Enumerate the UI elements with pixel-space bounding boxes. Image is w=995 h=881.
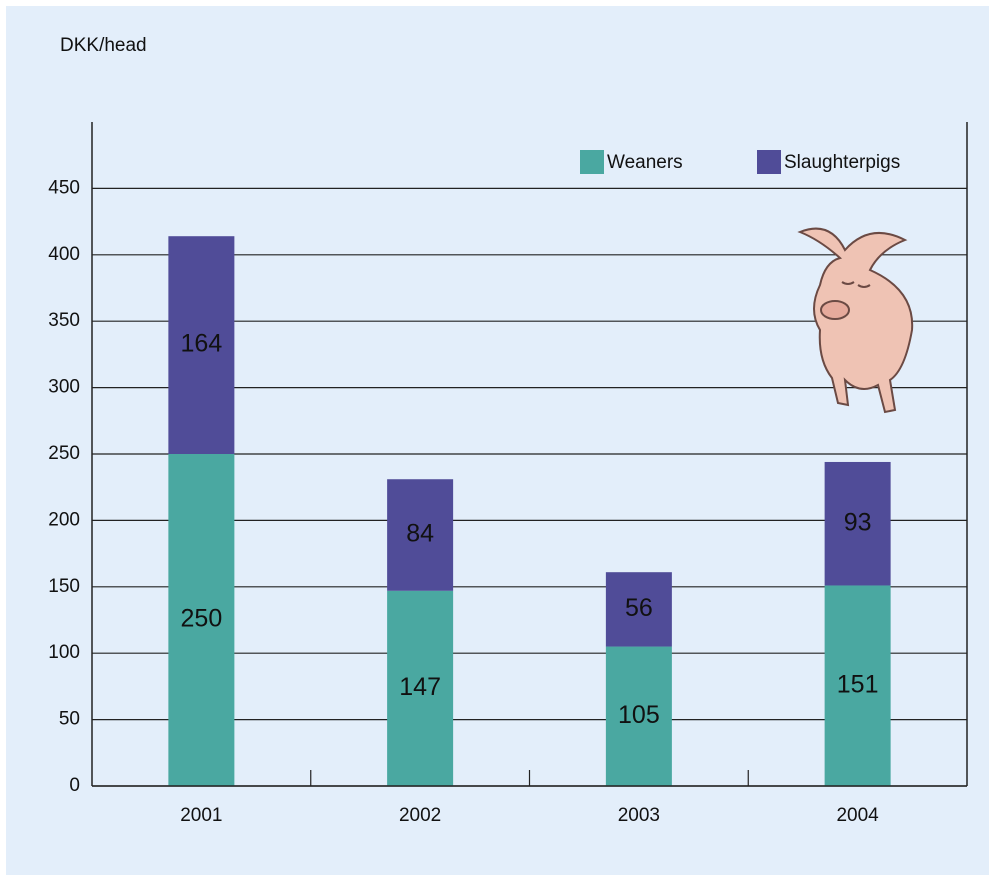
bar-segment xyxy=(387,590,454,786)
legend-label: Weaners xyxy=(607,152,683,173)
y-tick-label: 450 xyxy=(48,177,80,198)
data-label: 250 xyxy=(181,605,223,633)
y-tick-label: 350 xyxy=(48,310,80,331)
x-tick-label: 2003 xyxy=(618,805,660,826)
y-tick-label: 300 xyxy=(48,377,80,398)
y-axis-label: DKK/head xyxy=(60,35,147,56)
bar-segment xyxy=(387,479,454,591)
x-tick-label: 2004 xyxy=(836,805,879,826)
bar-segment xyxy=(168,236,235,454)
x-tick-label: 2002 xyxy=(399,805,441,826)
bar-segment xyxy=(824,461,891,586)
y-tick-label: 250 xyxy=(48,443,80,464)
bar-segment xyxy=(605,572,672,647)
legend-label: Slaughterpigs xyxy=(784,152,900,173)
data-label: 56 xyxy=(625,594,653,622)
data-label: 164 xyxy=(181,330,223,358)
y-tick-label: 100 xyxy=(48,642,80,663)
data-label: 147 xyxy=(399,673,441,701)
bar-segment xyxy=(824,585,891,786)
x-tick-label: 2001 xyxy=(180,805,222,826)
data-label: 84 xyxy=(406,520,434,548)
y-tick-label: 0 xyxy=(69,775,80,796)
legend-swatch xyxy=(580,150,604,174)
data-label: 151 xyxy=(837,670,879,698)
y-tick-label: 400 xyxy=(48,244,80,265)
data-label: 93 xyxy=(844,508,872,536)
y-tick-label: 50 xyxy=(59,709,80,730)
bar-segment xyxy=(605,646,672,786)
bar-segment xyxy=(168,454,235,786)
y-tick-label: 150 xyxy=(48,576,80,597)
y-tick-label: 200 xyxy=(48,509,80,530)
data-label: 105 xyxy=(618,701,660,729)
legend-swatch xyxy=(757,150,781,174)
pig-illustration xyxy=(797,227,914,414)
